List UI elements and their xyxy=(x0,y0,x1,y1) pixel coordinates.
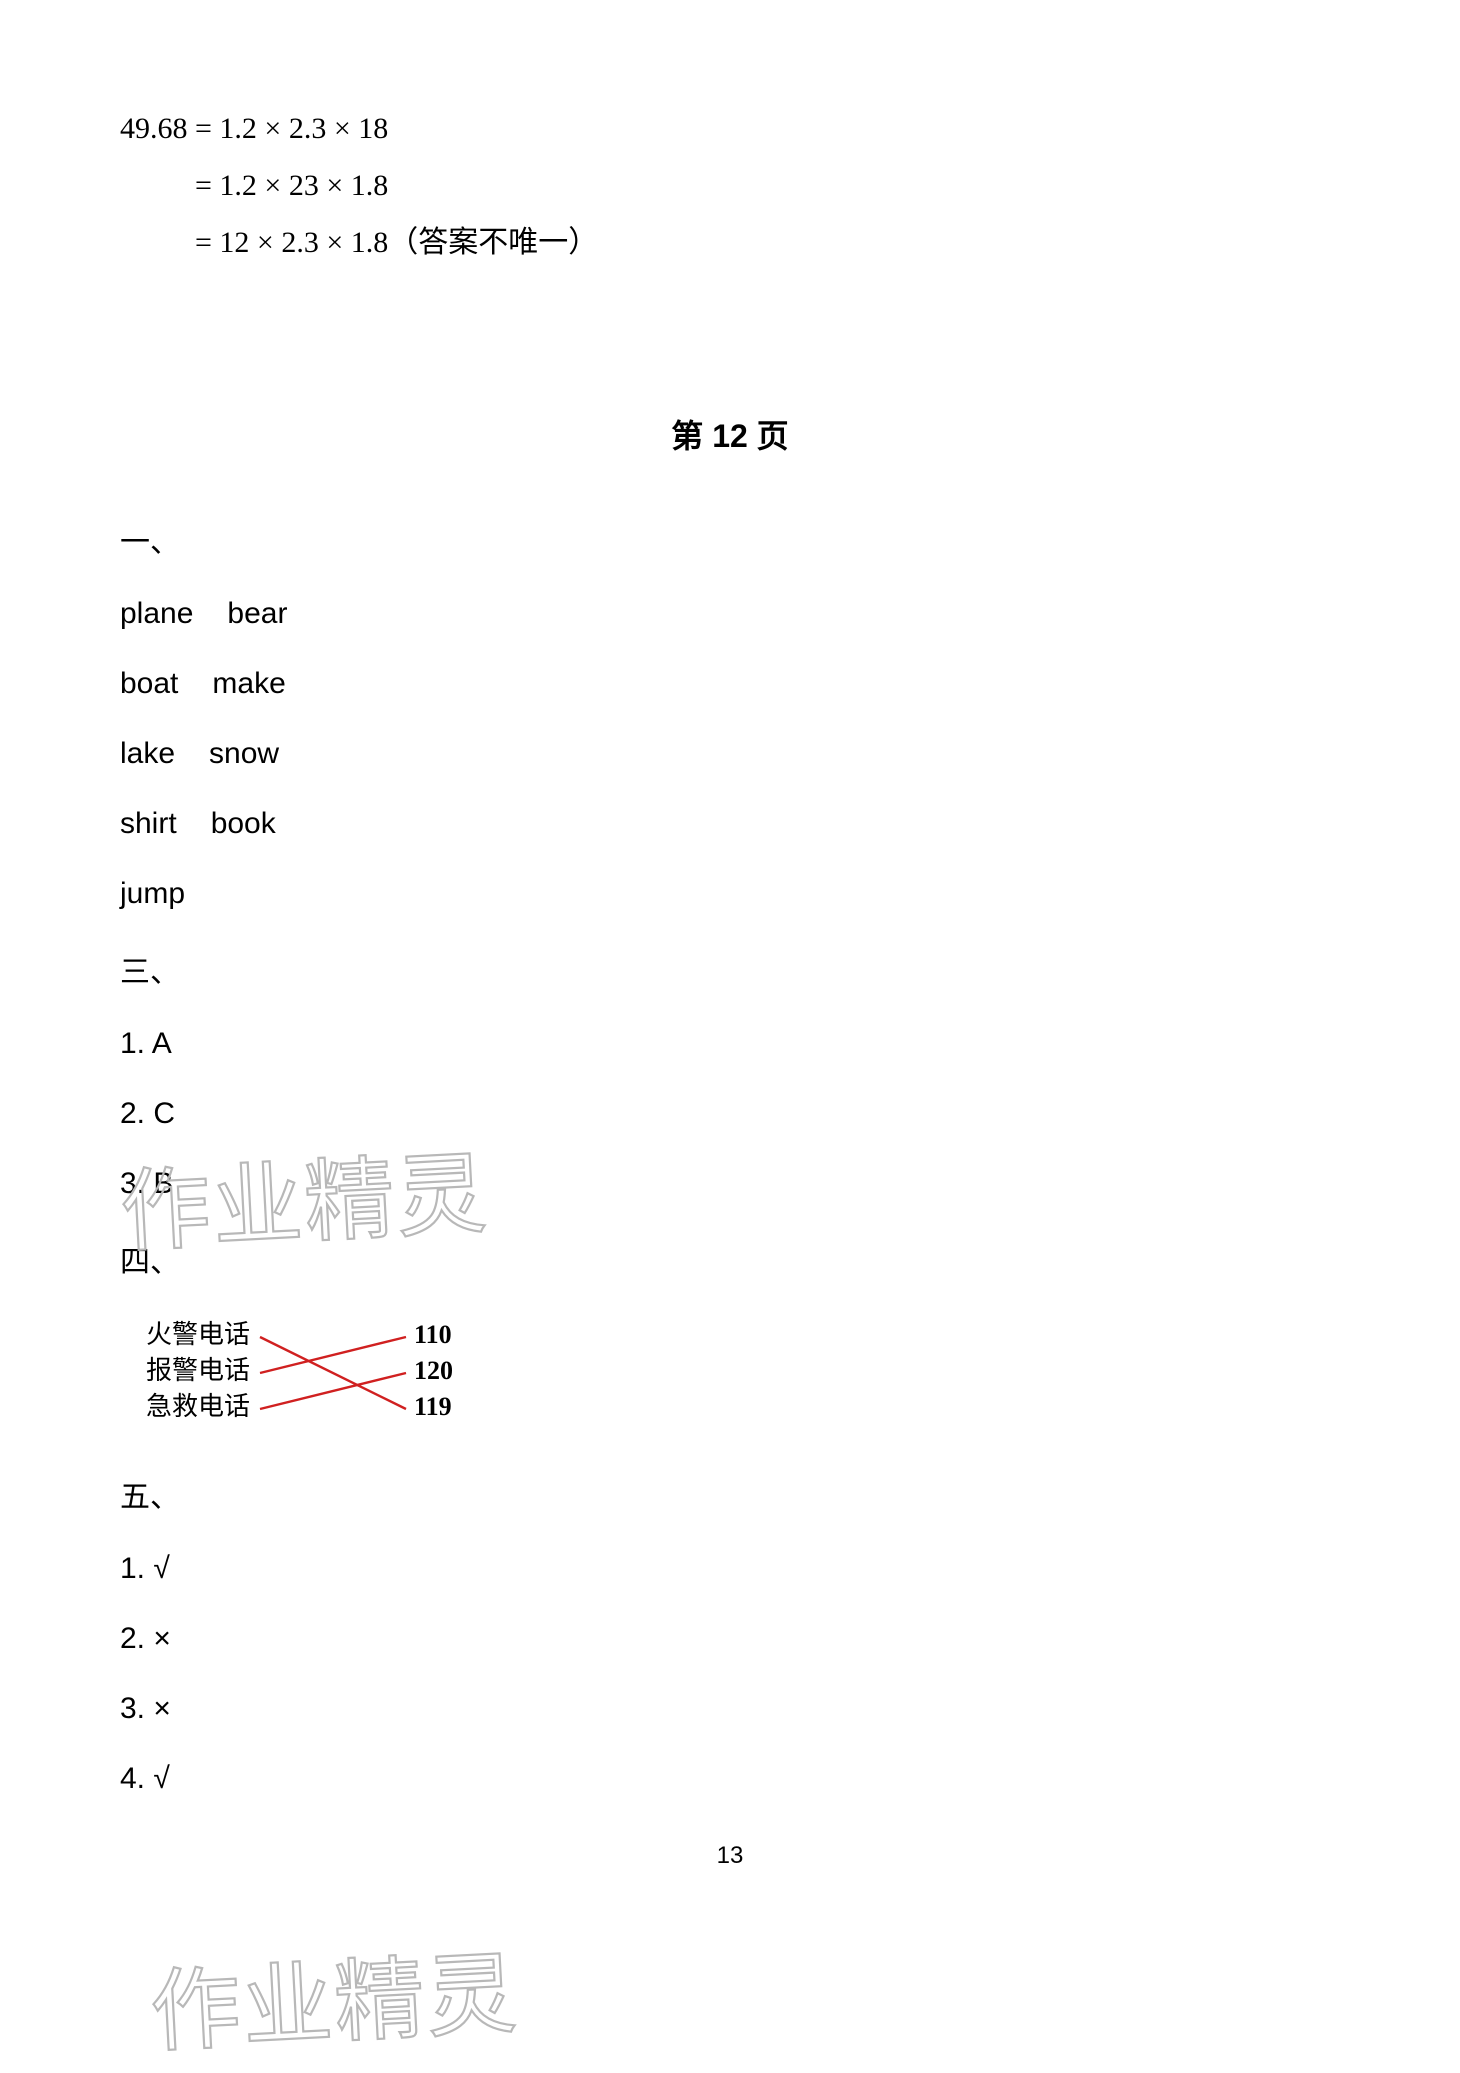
math-rhs-1: = 1.2 × 2.3 × 18 xyxy=(195,112,388,145)
watermark-2: 作业精灵 xyxy=(147,1920,521,2069)
answer-number: 2. xyxy=(120,1622,145,1655)
answer-number: 2. xyxy=(120,1097,145,1130)
match-right-label: 110 xyxy=(414,1320,452,1349)
word-b: book xyxy=(211,807,276,840)
math-lhs: 49.68 xyxy=(120,112,188,145)
word-row: jump xyxy=(120,877,1340,911)
match-line xyxy=(260,1337,406,1409)
answer-value: √ xyxy=(153,1762,169,1795)
answer-row: 2. C xyxy=(120,1097,1340,1131)
math-line-2: = 1.2 × 23 × 1.8 xyxy=(120,157,1340,214)
matching-svg: 火警电话报警电话急救电话 110 120 119 xyxy=(134,1317,494,1437)
answer-value: × xyxy=(153,1692,171,1725)
match-right-label: 120 xyxy=(414,1356,453,1385)
answer-row: 1. √ xyxy=(120,1552,1340,1586)
section-3-label: 三、 xyxy=(120,947,1340,991)
answer-number: 4. xyxy=(120,1762,145,1795)
match-line xyxy=(260,1373,406,1409)
answer-row: 2. × xyxy=(120,1622,1340,1656)
word-b: make xyxy=(212,667,285,700)
answer-row: 3. B xyxy=(120,1167,1340,1201)
answer-value: A xyxy=(152,1027,172,1060)
match-line xyxy=(260,1337,406,1373)
answer-value: C xyxy=(153,1097,175,1130)
match-left-label: 报警电话 xyxy=(146,1356,250,1385)
page-title: 第 12 页 xyxy=(120,411,1340,457)
answer-row: 1. A xyxy=(120,1027,1340,1061)
section-4-label: 四、 xyxy=(120,1237,1340,1281)
word-b: snow xyxy=(209,737,279,770)
answer-value: B xyxy=(153,1167,173,1200)
answer-number: 3. xyxy=(120,1167,145,1200)
word-a: shirt xyxy=(120,807,177,840)
answer-value: √ xyxy=(153,1552,169,1585)
match-right-label: 119 xyxy=(414,1392,452,1421)
word-row: shirt book xyxy=(120,807,1340,841)
answer-row: 4. √ xyxy=(120,1762,1340,1796)
word-row: lake snow xyxy=(120,737,1340,771)
word-a: boat xyxy=(120,667,178,700)
answer-number: 1. xyxy=(120,1552,145,1585)
answer-value: × xyxy=(153,1622,171,1655)
math-rhs-3: = 12 × 2.3 × 1.8 xyxy=(195,226,388,259)
word-b: bear xyxy=(227,597,287,630)
math-equation-block: 49.68 = 1.2 × 2.3 × 18 = 1.2 × 23 × 1.8 … xyxy=(120,100,1340,271)
section-5-label: 五、 xyxy=(120,1472,1340,1516)
match-left-label: 急救电话 xyxy=(146,1392,250,1421)
section-1-label: 一、 xyxy=(120,517,1340,561)
word-row: boat make xyxy=(120,667,1340,701)
math-note: （答案不唯一） xyxy=(388,226,598,259)
answer-number: 3. xyxy=(120,1692,145,1725)
word-a: lake xyxy=(120,737,175,770)
word-row: plane bear xyxy=(120,597,1340,631)
matching-diagram: 火警电话报警电话急救电话 110 120 119 xyxy=(134,1317,1340,1442)
match-left-label: 火警电话 xyxy=(146,1320,250,1349)
word-a: jump xyxy=(120,877,185,910)
math-rhs-2: = 1.2 × 23 × 1.8 xyxy=(195,169,388,202)
footer-page-number: 13 xyxy=(120,1842,1340,1870)
word-a: plane xyxy=(120,597,193,630)
math-line-1: 49.68 = 1.2 × 2.3 × 18 xyxy=(120,100,1340,157)
math-line-3: = 12 × 2.3 × 1.8（答案不唯一） xyxy=(120,214,1340,271)
answer-number: 1. xyxy=(120,1027,145,1060)
answer-row: 3. × xyxy=(120,1692,1340,1726)
